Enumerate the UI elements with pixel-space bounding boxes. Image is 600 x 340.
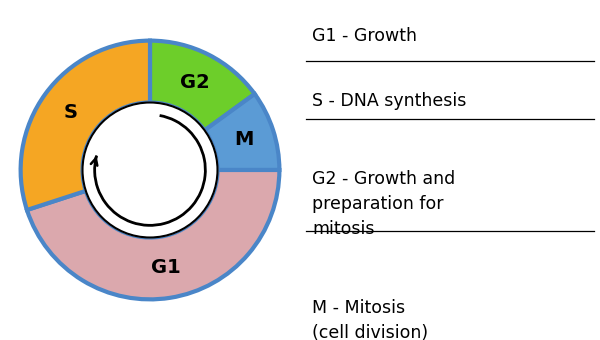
- Text: G2 - Growth and
preparation for
mitosis: G2 - Growth and preparation for mitosis: [312, 170, 455, 238]
- Text: S - DNA synthesis: S - DNA synthesis: [312, 92, 466, 110]
- Text: G1: G1: [151, 258, 180, 277]
- Wedge shape: [27, 170, 280, 300]
- Text: M: M: [234, 130, 253, 149]
- Wedge shape: [20, 40, 150, 210]
- Circle shape: [83, 102, 218, 238]
- Wedge shape: [205, 94, 280, 170]
- Text: M - Mitosis
(cell division): M - Mitosis (cell division): [312, 299, 428, 340]
- Text: G1 - Growth: G1 - Growth: [312, 27, 417, 45]
- Text: S: S: [64, 103, 77, 122]
- Text: G2: G2: [180, 73, 209, 92]
- Wedge shape: [150, 40, 254, 130]
